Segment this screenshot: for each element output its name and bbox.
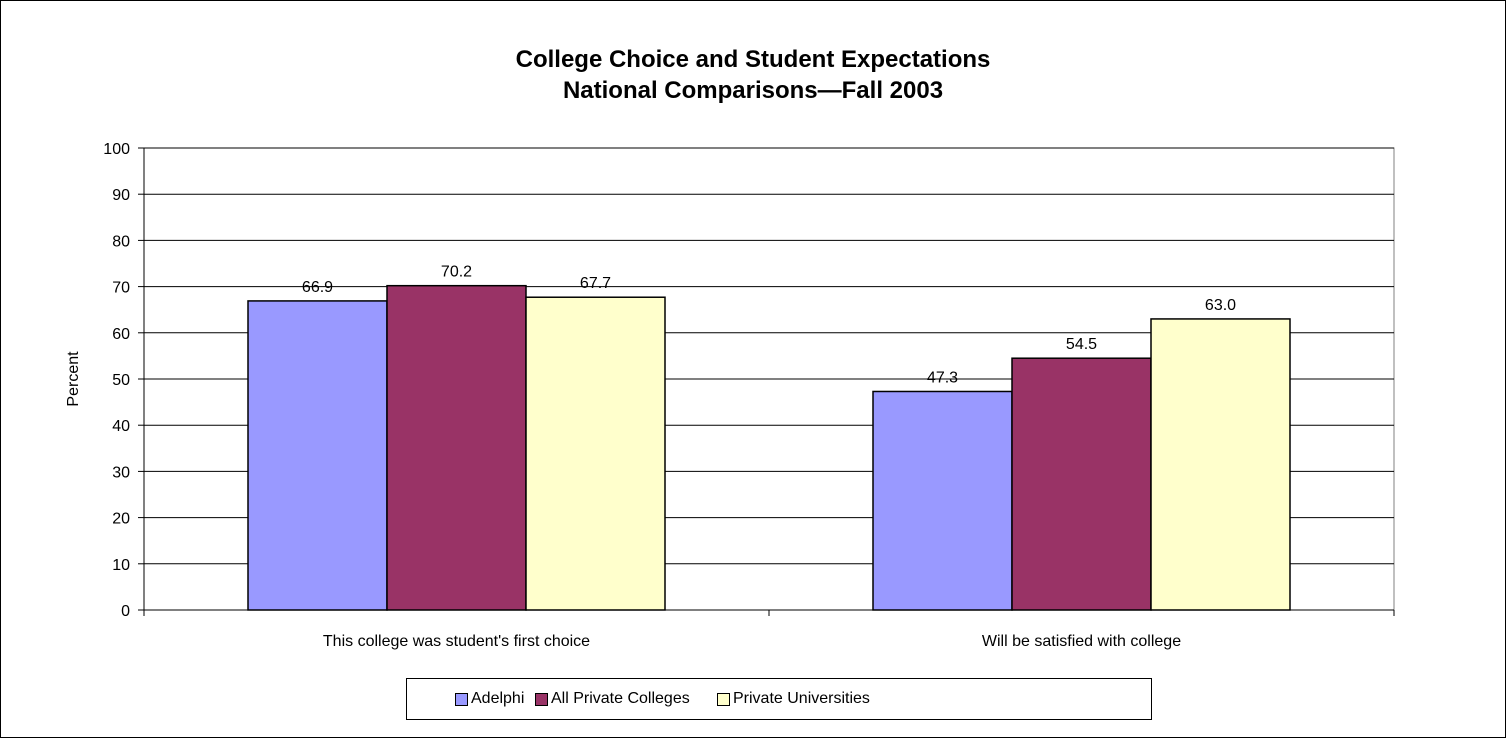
- bar: [525, 296, 666, 611]
- legend: Adelphi All Private Colleges Private Unive…: [406, 678, 1152, 720]
- y-tick-label: 80: [112, 233, 130, 250]
- bar: [386, 284, 527, 611]
- y-tick-label: 20: [112, 511, 130, 528]
- y-tick-label: 90: [112, 187, 130, 204]
- chart-title: College Choice and Student Expectations …: [0, 44, 1506, 106]
- data-label: 54.5: [1066, 336, 1097, 353]
- y-tick-label: 100: [103, 141, 130, 158]
- bar: [1011, 357, 1152, 611]
- legend-swatch: [717, 692, 730, 706]
- legend-swatch: [535, 692, 548, 706]
- y-tick-label: 50: [112, 372, 130, 389]
- legend-label: Adelphi: [471, 690, 525, 707]
- legend-item: All Private Colleges: [535, 679, 690, 719]
- legend-swatch: [455, 692, 468, 706]
- legend-item: Private Universities: [717, 679, 870, 719]
- data-label: 67.7: [580, 275, 611, 292]
- y-tick-label: 60: [112, 326, 130, 343]
- data-label: 70.2: [441, 264, 472, 281]
- bar: [1150, 318, 1291, 611]
- y-tick-label: 0: [121, 603, 130, 620]
- legend-label: Private Universities: [733, 690, 870, 707]
- legend-item: Adelphi: [455, 679, 524, 719]
- y-tick-label: 70: [112, 280, 130, 297]
- bar: [247, 300, 388, 611]
- chart-title-line-2: National Comparisons—Fall 2003: [562, 77, 944, 104]
- data-label: 63.0: [1205, 297, 1236, 314]
- y-axis-title: Percent: [65, 351, 82, 407]
- bar: [872, 390, 1013, 611]
- bars: [247, 284, 1291, 611]
- data-label: 66.9: [302, 279, 333, 296]
- data-label: 47.3: [927, 369, 958, 386]
- chart-title-line-1: College Choice and Student Expectations: [515, 46, 991, 73]
- axes: 0 10 20 30 40 50 60 70 80 90 100 This college was s…: [103, 141, 1395, 650]
- data-labels: 66.9 70.2 67.7 47.3 54.5 63.0: [302, 264, 1236, 387]
- x-category-label: This college was student's first choice: [323, 633, 590, 650]
- y-tick-label: 30: [112, 464, 130, 481]
- y-tick-label: 40: [112, 418, 130, 435]
- y-tick-label: 10: [112, 557, 130, 574]
- x-category-label: Will be satisfied with college: [982, 633, 1181, 650]
- legend-label: All Private Colleges: [551, 690, 690, 707]
